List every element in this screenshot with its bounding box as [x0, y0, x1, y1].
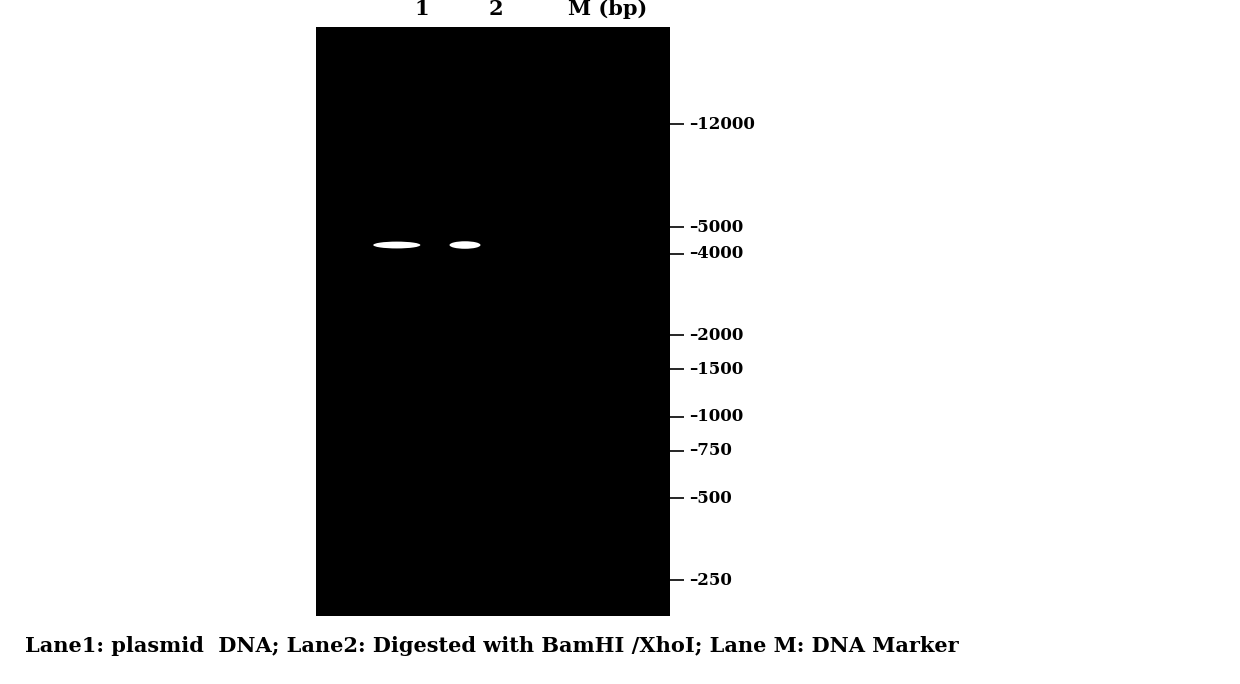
Text: –500: –500: [689, 490, 732, 507]
Text: –1000: –1000: [689, 408, 744, 425]
Text: Lane1: plasmid  DNA; Lane2: Digested with BamHI /XhoI; Lane M: DNA Marker: Lane1: plasmid DNA; Lane2: Digested with…: [25, 636, 959, 656]
Text: M (bp): M (bp): [568, 0, 647, 19]
Text: 2: 2: [489, 0, 503, 19]
Text: 1: 1: [414, 0, 429, 19]
Bar: [316, 27, 670, 616]
Ellipse shape: [373, 241, 420, 248]
Text: –5000: –5000: [689, 219, 744, 236]
Text: –1500: –1500: [689, 360, 744, 378]
Ellipse shape: [449, 241, 481, 249]
Text: –250: –250: [689, 572, 733, 588]
Text: –12000: –12000: [689, 116, 755, 133]
Text: –750: –750: [689, 442, 733, 459]
Text: –4000: –4000: [689, 245, 744, 262]
Text: –2000: –2000: [689, 327, 744, 343]
